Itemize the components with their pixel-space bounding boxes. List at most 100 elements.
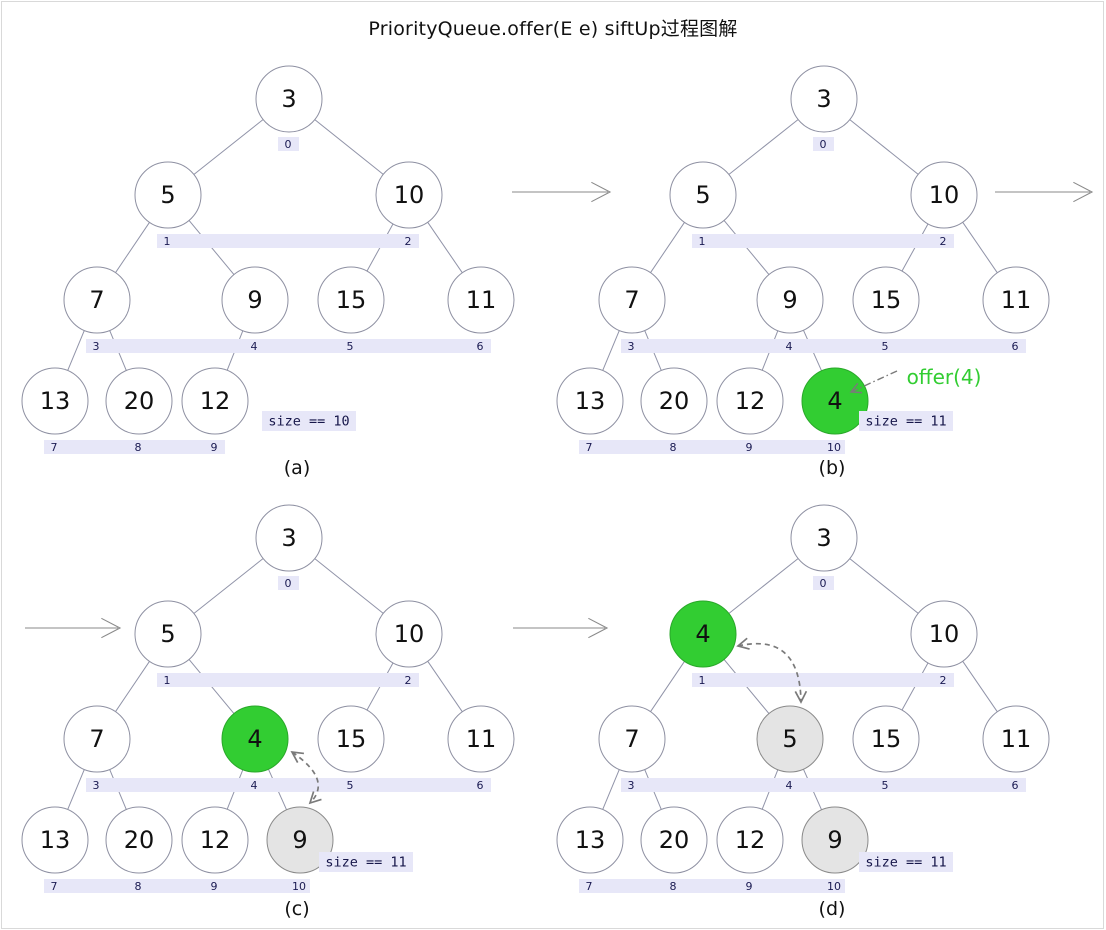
array-index-label: 4 — [786, 779, 793, 792]
array-index-band — [86, 339, 491, 353]
heap-node-value: 20 — [124, 826, 155, 854]
array-index-label: 2 — [940, 674, 947, 687]
heap-node-11 — [982, 266, 1050, 334]
tree-edge — [728, 558, 799, 614]
heap-node-value: 15 — [336, 286, 367, 314]
heap-node-10 — [375, 161, 443, 229]
heap-node-value: 4 — [247, 725, 262, 753]
array-index-label: 1 — [699, 235, 706, 248]
array-index-band — [579, 879, 845, 893]
heap-node-7 — [63, 705, 131, 773]
heap-node-value: 4 — [695, 620, 710, 648]
size-badge-bg — [319, 852, 413, 872]
swap-arrowhead — [794, 690, 808, 704]
tree-edge — [962, 660, 998, 713]
heap-node-value: 13 — [575, 826, 606, 854]
array-index-label: 7 — [51, 441, 58, 454]
flow-arrowhead — [591, 181, 612, 203]
array-index-label: 6 — [477, 340, 484, 353]
array-index-label: 10 — [292, 880, 306, 893]
heap-node-7 — [598, 266, 666, 334]
array-index-label: 6 — [477, 779, 484, 792]
tree-caption: (a) — [284, 457, 310, 479]
array-index-label: 9 — [211, 880, 218, 893]
tree-edge — [67, 769, 85, 810]
heap-node-9 — [801, 806, 869, 874]
heap-node-value: 9 — [827, 826, 842, 854]
array-index-label: 4 — [251, 340, 258, 353]
array-index-label: 8 — [135, 441, 142, 454]
tree-edge — [650, 222, 685, 273]
array-index-label: 10 — [827, 880, 841, 893]
flow-arrowhead — [1073, 181, 1094, 203]
heap-node-value: 11 — [1001, 725, 1032, 753]
tree-edge — [193, 119, 264, 175]
array-index-label: 8 — [670, 880, 677, 893]
heap-node-3 — [790, 504, 858, 572]
heap-node-value: 3 — [281, 85, 296, 113]
tree-caption: (d) — [819, 898, 846, 920]
heap-node-7 — [63, 266, 131, 334]
array-index-label: 0 — [820, 577, 827, 590]
tree-edge — [427, 660, 463, 713]
swap-arrowhead — [290, 750, 305, 763]
array-index-label: 7 — [51, 880, 58, 893]
heap-node-value: 4 — [827, 387, 842, 415]
array-index-label: 8 — [135, 880, 142, 893]
tree-edge — [962, 221, 998, 274]
array-index-band — [278, 576, 299, 590]
tree-edge — [602, 330, 620, 371]
offer-annotation: offer(4) — [907, 365, 982, 389]
heap-node-5 — [134, 600, 202, 668]
heap-node-12 — [716, 806, 784, 874]
heap-node-value: 7 — [624, 286, 639, 314]
size-badge: size == 11 — [865, 855, 946, 871]
flow-arrowhead — [588, 617, 609, 639]
size-badge-bg — [262, 411, 356, 431]
array-index-label: 9 — [746, 441, 753, 454]
heap-node-9 — [266, 806, 334, 874]
array-index-band — [157, 673, 419, 687]
heap-node-10 — [910, 600, 978, 668]
heap-node-value: 5 — [782, 725, 797, 753]
heap-node-7 — [598, 705, 666, 773]
heap-node-value: 3 — [816, 85, 831, 113]
array-index-label: 0 — [820, 138, 827, 151]
array-index-label: 5 — [882, 779, 889, 792]
heap-node-11 — [982, 705, 1050, 773]
array-index-band — [621, 778, 1026, 792]
array-index-label: 5 — [882, 340, 889, 353]
tree-edge — [115, 661, 150, 712]
tree-edge — [849, 119, 919, 175]
heap-node-value: 11 — [466, 725, 497, 753]
array-index-label: 6 — [1012, 340, 1019, 353]
array-index-label: 10 — [827, 441, 841, 454]
flow-arrowhead — [101, 617, 122, 639]
heap-node-value: 15 — [871, 286, 902, 314]
flow-arrow — [25, 617, 122, 639]
flow-arrow — [995, 181, 1094, 203]
tree-edge — [314, 119, 384, 175]
heap-node-value: 10 — [394, 181, 425, 209]
array-index-band — [692, 234, 954, 248]
heap-node-value: 15 — [336, 725, 367, 753]
array-index-label: 0 — [285, 577, 292, 590]
heap-node-12 — [181, 806, 249, 874]
heap-node-3 — [790, 65, 858, 133]
array-index-label: 1 — [699, 674, 706, 687]
heap-node-12 — [181, 367, 249, 435]
swap-arrowhead — [308, 791, 322, 805]
heap-node-10 — [910, 161, 978, 229]
heap-node-value: 3 — [816, 524, 831, 552]
size-badge: size == 10 — [268, 414, 349, 430]
flow-arrow — [513, 617, 609, 639]
diagram-title: PriorityQueue.offer(E e) siftUp过程图解 — [368, 18, 738, 40]
array-index-label: 3 — [93, 340, 100, 353]
heap-node-20 — [105, 367, 173, 435]
heap-node-value: 7 — [89, 725, 104, 753]
